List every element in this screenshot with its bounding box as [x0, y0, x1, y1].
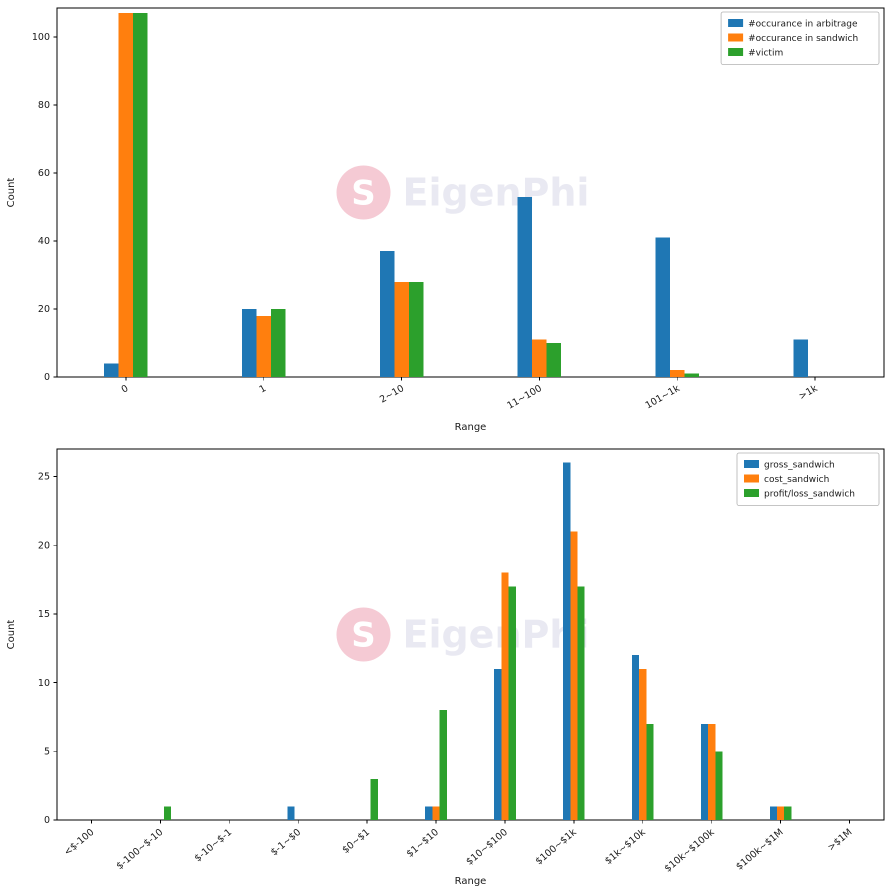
y-tick-label: 0 — [44, 815, 50, 826]
legend-box — [720, 11, 880, 65]
bar[interactable] — [517, 196, 533, 377]
y-axis-label: Count — [6, 178, 17, 208]
bar[interactable] — [570, 531, 578, 820]
y-tick-label: 20 — [38, 304, 50, 315]
x-tick-label: $100~$1k — [534, 827, 580, 868]
x-axis-label: Range — [455, 422, 487, 433]
legend-label: cost_sandwich — [764, 475, 829, 485]
bar[interactable] — [508, 586, 516, 820]
y-tick-label: 15 — [38, 609, 50, 620]
legend-label: #victim — [748, 49, 783, 59]
x-tick-label: $1~$10 — [405, 827, 441, 860]
legend-label: gross_sandwich — [764, 461, 835, 471]
bar[interactable] — [777, 806, 785, 820]
chart-canvas: S EigenPhi 0 5 10 15 20 25 <$-100 $-100~$-10 $-10~… — [6, 448, 885, 887]
bar[interactable] — [715, 751, 723, 820]
bar[interactable] — [133, 13, 148, 378]
bar[interactable] — [563, 462, 571, 820]
bar[interactable] — [432, 806, 440, 820]
watermark-logo-icon — [336, 607, 391, 662]
watermark-text: EigenPhi — [403, 613, 590, 657]
watermark: S EigenPhi — [336, 165, 590, 220]
x-tick-label: $1k~$10k — [603, 827, 648, 867]
chart-canvas: S EigenPhi 0 20 40 60 80 100 0 1 2~10 11~100 101~1k >… — [6, 7, 885, 433]
x-tick-label: <$-100 — [62, 827, 96, 858]
plot-frame — [56, 7, 885, 378]
y-tick-label: 100 — [32, 32, 50, 43]
bar[interactable] — [408, 281, 424, 377]
bar[interactable] — [501, 572, 509, 820]
legend-box — [736, 452, 880, 506]
y-tick-label: 0 — [44, 372, 50, 383]
x-tick-label: $10~$100 — [464, 827, 510, 868]
y-axis-label: Count — [6, 620, 17, 650]
y-tick-label: 10 — [38, 678, 50, 689]
legend-label: #occurance in arbitrage — [748, 20, 858, 30]
bar[interactable] — [270, 308, 286, 377]
x-tick-label: $10k~$100k — [663, 827, 717, 875]
bar[interactable] — [532, 339, 547, 377]
watermark-logo-letter: S — [351, 174, 376, 214]
bar[interactable] — [769, 806, 778, 820]
y-tick-label: 25 — [38, 472, 50, 483]
watermark-text: EigenPhi — [403, 171, 590, 215]
bar[interactable] — [256, 315, 271, 377]
legend-swatch — [728, 48, 744, 56]
x-tick-label: >1k — [797, 383, 820, 403]
bar[interactable] — [163, 806, 172, 820]
x-tick-label: 2~10 — [378, 383, 406, 406]
legend-swatch — [744, 489, 759, 497]
y-tick-label: 80 — [38, 100, 50, 111]
bar[interactable] — [425, 806, 433, 820]
bar[interactable] — [631, 655, 640, 820]
bar[interactable] — [118, 13, 134, 378]
bar[interactable] — [494, 668, 502, 820]
x-tick-label: $100k~$1M — [734, 827, 785, 873]
bar[interactable] — [708, 723, 716, 820]
bar[interactable] — [546, 342, 562, 377]
bar[interactable] — [784, 806, 792, 820]
plot-frame — [56, 448, 885, 821]
bar[interactable] — [242, 308, 257, 377]
x-tick-label: $-1~$0 — [269, 827, 303, 858]
bar[interactable] — [700, 723, 709, 820]
x-tick-label: 11~100 — [505, 383, 544, 412]
bar[interactable] — [439, 710, 447, 820]
bar[interactable] — [104, 363, 119, 377]
legend-swatch — [744, 460, 759, 468]
chart-sandwich-profit-histogram: S EigenPhi 0 5 10 15 20 25 <$-100 $-100~$-10 $-10~… — [0, 437, 891, 891]
bar[interactable] — [370, 778, 378, 820]
bar[interactable] — [646, 723, 654, 820]
watermark-logo-icon — [336, 165, 391, 220]
legend-swatch — [728, 19, 744, 27]
legend-label: profit/loss_sandwich — [764, 490, 855, 500]
x-axis-label: Range — [455, 876, 487, 887]
legend-swatch — [728, 33, 744, 42]
y-tick-label: 40 — [38, 236, 50, 247]
x-tick-label: 1 — [258, 383, 269, 396]
bar[interactable] — [793, 339, 808, 377]
bar[interactable] — [394, 281, 409, 377]
bar[interactable] — [577, 586, 585, 820]
y-tick-label: 20 — [38, 540, 50, 551]
watermark: S EigenPhi — [336, 607, 590, 662]
bar[interactable] — [655, 237, 671, 377]
x-tick-label: $-100~$-10 — [114, 827, 165, 872]
bar[interactable] — [670, 370, 685, 377]
watermark-logo-letter: S — [351, 616, 376, 656]
y-tick-label: 5 — [44, 746, 50, 757]
legend-swatch — [744, 474, 759, 483]
bar[interactable] — [684, 373, 699, 377]
y-tick-label: 60 — [38, 168, 50, 179]
x-tick-label: >$1M — [826, 827, 855, 854]
bar[interactable] — [639, 668, 647, 820]
chart-occurrence-histogram: S EigenPhi 0 20 40 60 80 100 0 1 2~10 11~100 101~1k >… — [0, 0, 891, 437]
x-tick-label: $0~$1 — [340, 827, 372, 856]
bar[interactable] — [379, 251, 395, 377]
legend-label: #occurance in sandwich — [748, 34, 858, 44]
x-tick-label: 0 — [120, 383, 131, 396]
x-tick-label: $-10~$-1 — [193, 827, 235, 864]
x-tick-label: 101~1k — [644, 383, 683, 412]
bar[interactable] — [287, 806, 295, 820]
